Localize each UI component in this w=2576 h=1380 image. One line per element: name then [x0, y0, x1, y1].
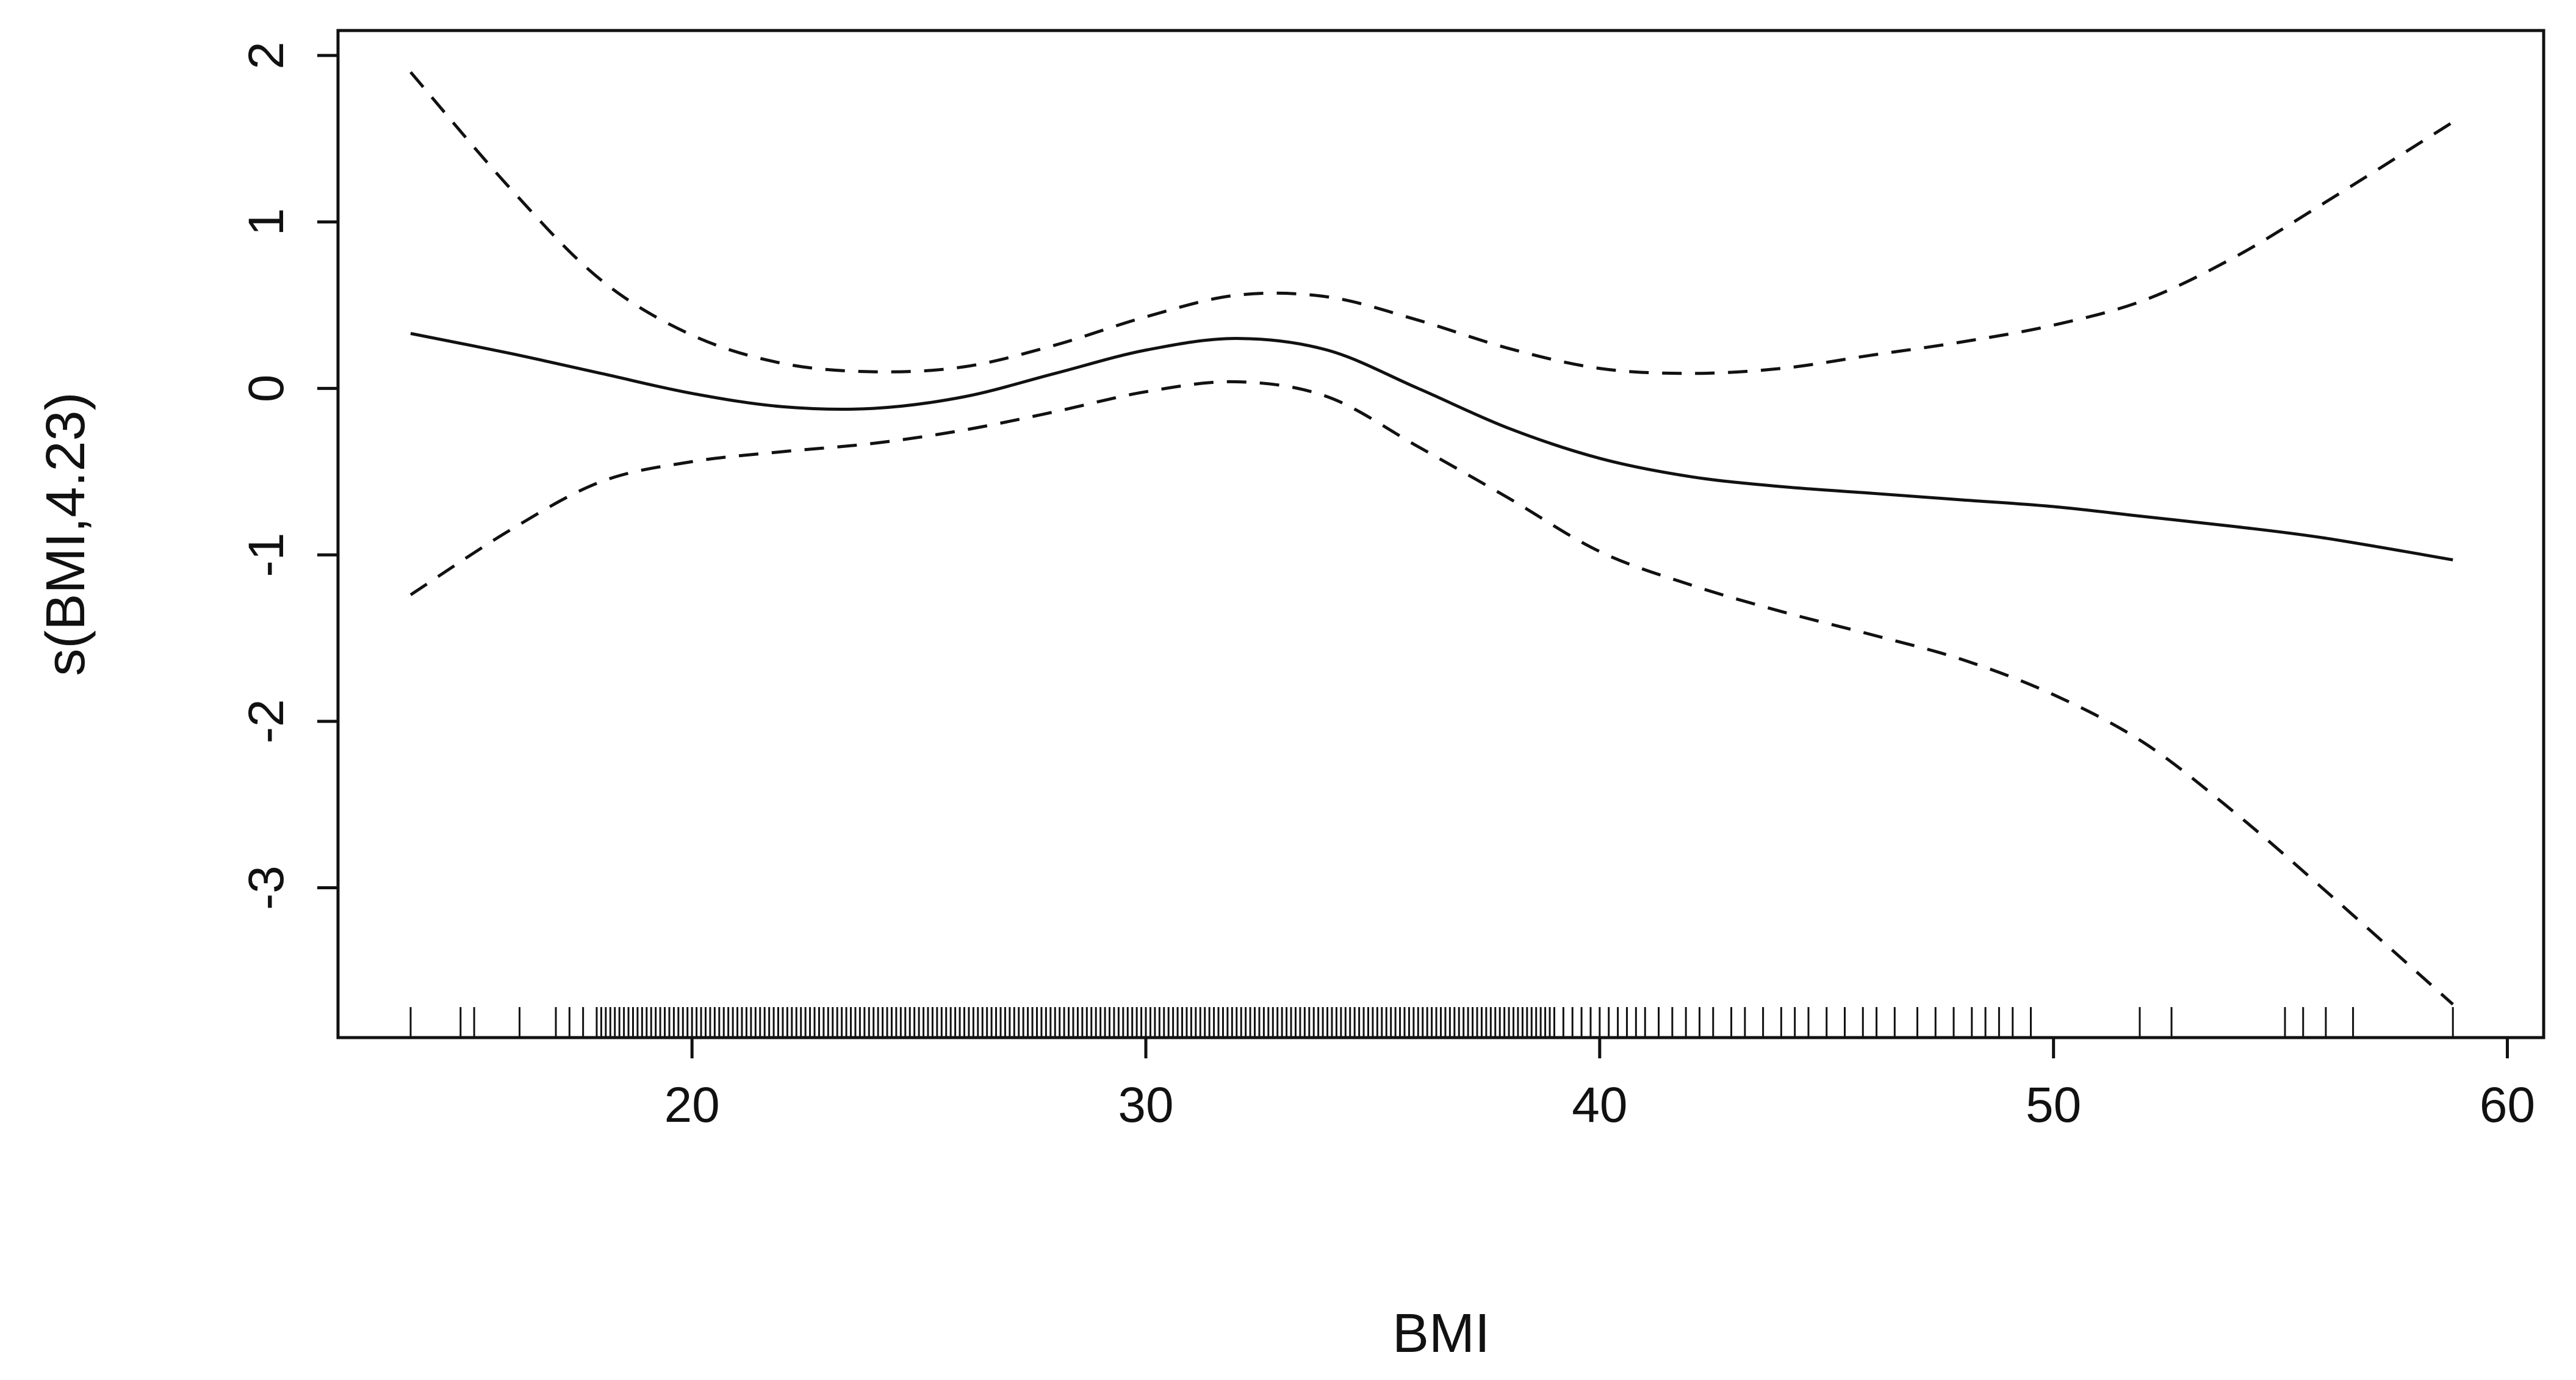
plot-frame — [336, 29, 2545, 1039]
y-tick-label: -2 — [239, 699, 294, 743]
rug-plot — [409, 1007, 2454, 1038]
x-tick-label: 30 — [1118, 1077, 1173, 1133]
y-tick-label: -3 — [239, 865, 294, 910]
y-axis: -3 -2 -1 0 1 2 — [239, 42, 338, 910]
x-axis-label: BMI — [1392, 1303, 1490, 1364]
lower-band-line — [409, 380, 2454, 1006]
y-tick-label: 2 — [239, 42, 294, 70]
y-axis-label: s(BMI,4.23) — [35, 392, 96, 676]
series-group — [409, 71, 2454, 1006]
y-tick-label: 0 — [239, 375, 294, 403]
x-tick-label: 50 — [2026, 1077, 2081, 1133]
upper-band-line — [409, 71, 2454, 375]
smooth-estimate-line — [410, 331, 2453, 562]
x-tick-label: 20 — [664, 1077, 720, 1133]
x-axis: 20 30 40 50 60 — [664, 1038, 2535, 1133]
y-tick-label: 1 — [239, 208, 294, 236]
x-tick-label: 40 — [1572, 1077, 1627, 1133]
y-tick-label: -1 — [239, 533, 294, 577]
x-tick-label: 60 — [2480, 1077, 2535, 1133]
